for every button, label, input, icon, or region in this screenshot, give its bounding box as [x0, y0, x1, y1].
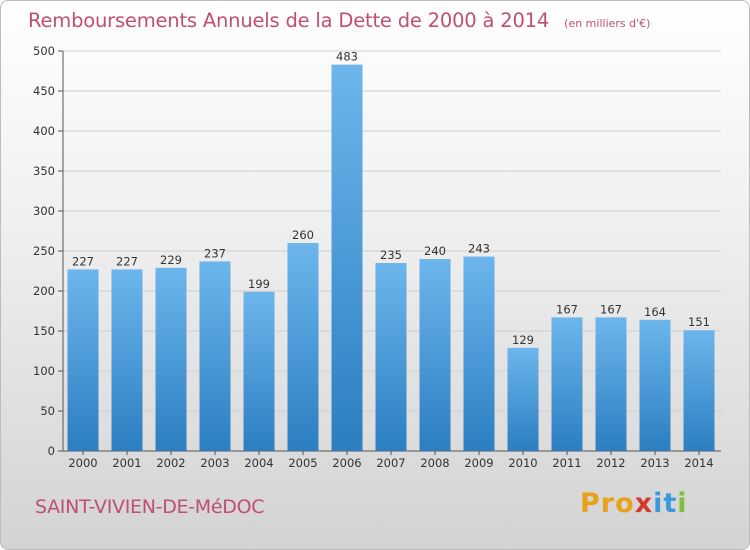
commune-name: SAINT-VIVIEN-DE-MéDOC: [35, 496, 265, 518]
bar-value-label: 227: [72, 254, 94, 268]
y-tick-label: 150: [33, 324, 55, 338]
bar-value-label: 151: [688, 315, 710, 329]
logo-letter: o: [615, 488, 635, 519]
logo-letter: t: [663, 488, 678, 519]
logo-letter: x: [634, 488, 654, 519]
y-tick-label: 0: [48, 444, 55, 458]
bar-value-label: 129: [512, 333, 534, 347]
bar: [507, 347, 539, 451]
y-tick-label: 450: [33, 84, 55, 98]
y-tick-label: 500: [33, 44, 55, 58]
bar: [243, 291, 275, 451]
bar-value-label: 227: [116, 254, 138, 268]
bar: [199, 261, 231, 451]
x-tick-label: 2012: [596, 456, 625, 470]
y-tick-label: 200: [33, 284, 55, 298]
bar: [595, 317, 627, 451]
bar-value-label: 240: [424, 244, 446, 258]
x-tick-label: 2007: [376, 456, 405, 470]
bar: [375, 263, 407, 451]
x-tick-label: 2011: [552, 456, 581, 470]
bar-value-label: 237: [204, 246, 226, 260]
bar-value-label: 260: [292, 228, 314, 242]
title-row: Remboursements Annuels de la Dette de 20…: [28, 9, 650, 32]
bar: [463, 256, 495, 451]
y-tick-label: 400: [33, 124, 55, 138]
bar-value-label: 235: [380, 248, 402, 262]
bar-value-label: 243: [468, 242, 490, 256]
proxiti-logo: Proxiti: [580, 488, 688, 519]
bar-value-label: 167: [556, 302, 578, 316]
logo-letter: P: [580, 488, 601, 519]
y-tick-label: 300: [33, 204, 55, 218]
x-tick-label: 2014: [684, 456, 713, 470]
bar: [683, 330, 715, 451]
bar: [639, 319, 671, 451]
x-tick-label: 2004: [244, 456, 273, 470]
x-tick-label: 2005: [288, 456, 317, 470]
bar-value-label: 164: [644, 305, 666, 319]
x-tick-label: 2008: [420, 456, 449, 470]
bar: [331, 64, 363, 451]
y-tick-label: 50: [40, 404, 55, 418]
logo-letter: r: [600, 488, 616, 519]
y-tick-label: 250: [33, 244, 55, 258]
bar: [551, 317, 583, 451]
x-tick-label: 2003: [200, 456, 229, 470]
bar: [111, 269, 143, 451]
bars: [67, 64, 715, 451]
bar: [419, 259, 451, 451]
chart-unit: (en milliers d'€): [564, 17, 651, 30]
bar: [155, 267, 187, 451]
labels: 0 50 100 150 200 250 300 350 400 450 500 227 2000 227…: [33, 44, 714, 470]
x-tick-label: 2010: [508, 456, 537, 470]
x-tick-label: 2006: [332, 456, 361, 470]
x-tick-label: 2009: [464, 456, 493, 470]
logo-letter: i: [653, 488, 664, 519]
y-tick-label: 350: [33, 164, 55, 178]
bar-value-label: 483: [336, 50, 358, 64]
x-tick-label: 2002: [156, 456, 185, 470]
y-tick-label: 100: [33, 364, 55, 378]
chart-title: Remboursements Annuels de la Dette de 20…: [28, 9, 550, 32]
x-tick-label: 2013: [640, 456, 669, 470]
bar: [67, 269, 99, 451]
bar: [287, 243, 319, 451]
bar-value-label: 199: [248, 277, 270, 291]
logo-letter: i: [677, 488, 688, 519]
bar-value-label: 167: [600, 302, 622, 316]
x-tick-label: 2000: [68, 456, 97, 470]
x-tick-label: 2001: [112, 456, 141, 470]
bar-value-label: 229: [160, 253, 182, 267]
